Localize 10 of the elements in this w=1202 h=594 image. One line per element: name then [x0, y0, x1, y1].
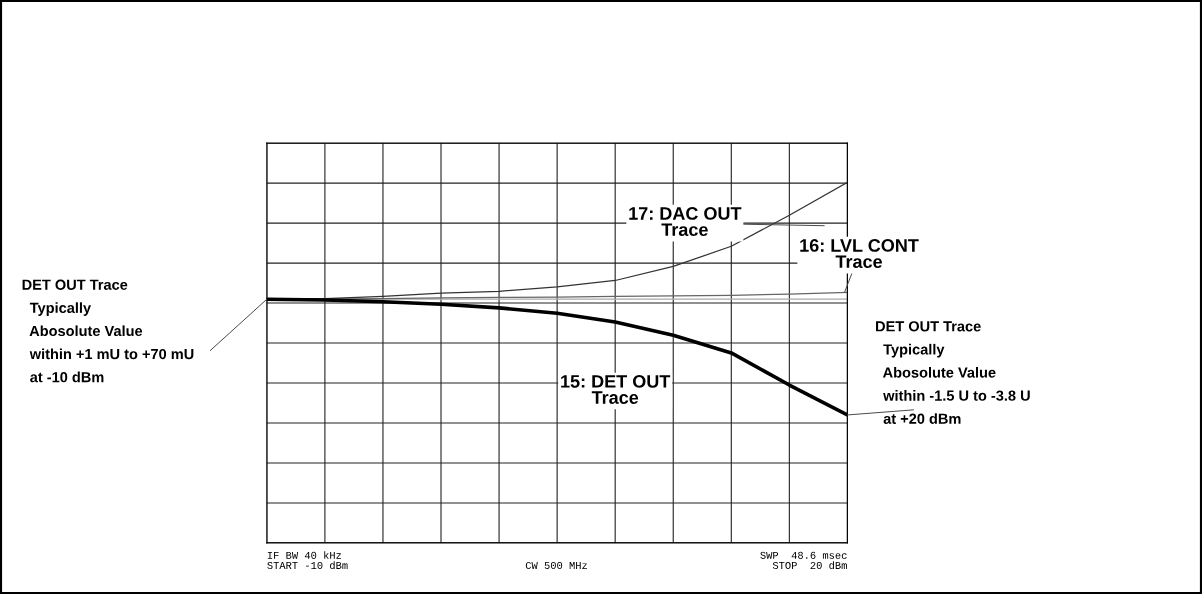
series-label: 16: LVL CONT Trace: [800, 239, 919, 269]
text: CW 500 MHz: [525, 561, 587, 569]
series-label: 17: DAC OUT Trace: [629, 207, 742, 237]
text: IF BW 40 kHz: [267, 551, 342, 559]
text: START -10 dBm: [267, 561, 348, 570]
text: STOP 20 dBm: [772, 561, 847, 570]
text: DET OUT Trace Typically Abosolute Value within -1.5 U to -3.8 U at +20 dBm: [876, 321, 1030, 424]
text: SWP 48.6 msec: [760, 551, 847, 559]
text: DET OUT Trace Typically Abosolute Value within +1 mU to +70 mU at -10 dBm: [22, 279, 194, 383]
text: 15: DET OUT Trace: [561, 374, 671, 404]
